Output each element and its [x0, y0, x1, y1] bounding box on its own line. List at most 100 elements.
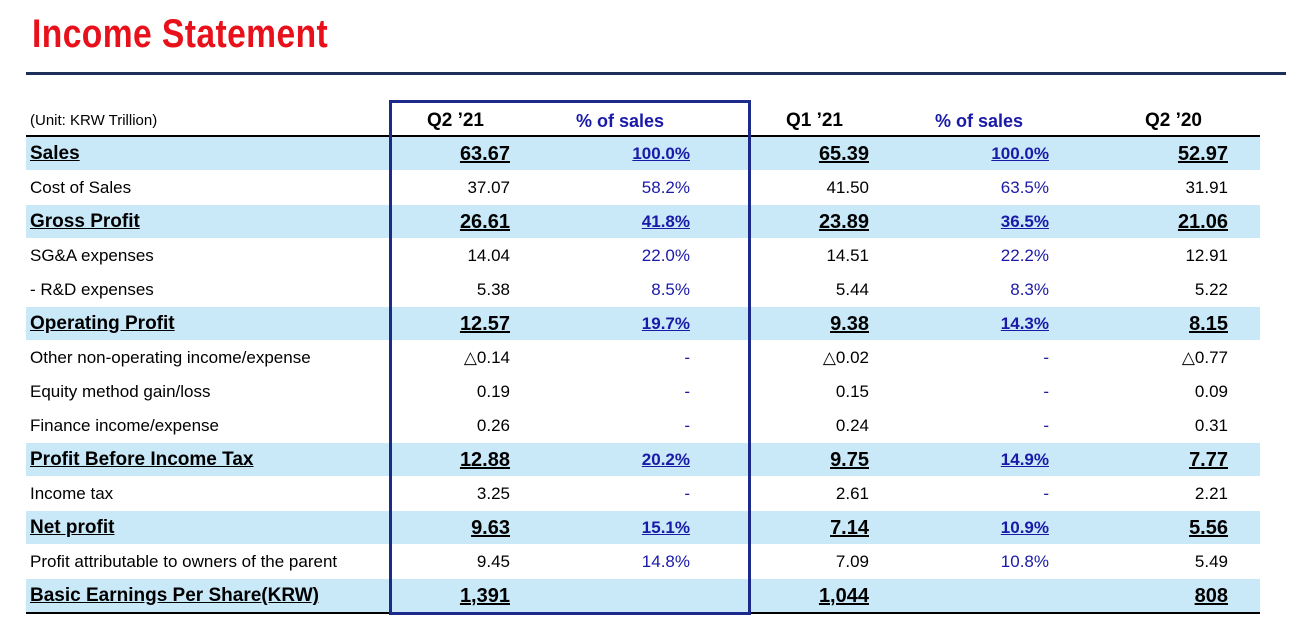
- q2-21-pct: 8.5%: [651, 280, 690, 299]
- q2-21-pct: 22.0%: [641, 246, 690, 265]
- q1-21-value: 0.15: [835, 382, 869, 401]
- q2-21-value: 0.26: [476, 416, 510, 435]
- q2-21-value: 5.38: [476, 280, 510, 299]
- q2-21-value: 3.25: [476, 484, 510, 503]
- q2-21-pct: -: [684, 382, 690, 401]
- q1-21-value: 2.61: [835, 484, 869, 503]
- q1-21-pct: -: [1043, 348, 1049, 367]
- table-row: Equity method gain/loss 0.19 - 0.15 - 0.09: [26, 375, 1260, 409]
- q1-21-pct: 63.5%: [1000, 178, 1049, 197]
- table-row: Operating Profit 12.57 19.7% 9.38 14.3% 8.15: [26, 307, 1260, 341]
- row-label: Equity method gain/loss: [30, 382, 211, 401]
- q2-21-pct: -: [684, 416, 690, 435]
- table-row: Other non-operating income/expense △0.14 -…: [26, 341, 1260, 375]
- q1-21-value: 23.89: [818, 211, 869, 233]
- q2-20-value: 7.77: [1189, 449, 1228, 471]
- q2-21-value: 12.57: [459, 313, 510, 335]
- row-label: Sales: [30, 143, 80, 164]
- title-divider: [26, 72, 1286, 75]
- table-row: Basic Earnings Per Share(KRW) 1,391 1,044 8…: [26, 579, 1260, 613]
- q1-21-pct: -: [1043, 416, 1049, 435]
- table-row: Gross Profit 26.61 41.8% 23.89 36.5% 21.06: [26, 205, 1260, 239]
- row-label: Basic Earnings Per Share(KRW): [30, 585, 319, 606]
- row-label: SG&A expenses: [30, 246, 154, 265]
- q2-21-value: 37.07: [467, 178, 510, 197]
- header-divider: [26, 135, 1260, 138]
- q2-21-value: 1,391: [459, 585, 510, 607]
- q2-21-value: 0.19: [476, 382, 510, 401]
- q2-20-value: △0.77: [1181, 348, 1228, 367]
- q2-21-value: 14.04: [467, 246, 510, 265]
- row-label: Operating Profit: [30, 313, 175, 334]
- unit-label: (Unit: KRW Trillion): [30, 112, 158, 129]
- q1-21-value: 5.44: [835, 280, 869, 299]
- table-row: - R&D expenses 5.38 8.5% 5.44 8.3% 5.22: [26, 273, 1260, 307]
- table-row: Finance income/expense 0.26 - 0.24 - 0.31: [26, 409, 1260, 443]
- row-label: Other non-operating income/expense: [30, 348, 311, 367]
- table-row: Cost of Sales 37.07 58.2% 41.50 63.5% 31.91: [26, 171, 1260, 205]
- q2-21-pct: -: [684, 484, 690, 503]
- q2-21-value: △0.14: [463, 348, 510, 367]
- q2-21-value: 12.88: [459, 449, 510, 471]
- table-row: Income tax 3.25 - 2.61 - 2.21: [26, 477, 1260, 511]
- q1-21-value: △0.02: [822, 348, 869, 367]
- q2-20-value: 21.06: [1177, 211, 1228, 233]
- q1-21-value: 7.09: [835, 552, 869, 571]
- q1-21-pct: 22.2%: [1000, 246, 1049, 265]
- q2-20-value: 2.21: [1194, 484, 1228, 503]
- q1-21-pct: 14.9%: [1000, 450, 1049, 469]
- table-row: Net profit 9.63 15.1% 7.14 10.9% 5.56: [26, 511, 1260, 545]
- q1-21-pct: 36.5%: [1000, 212, 1049, 231]
- q2-20-value: 31.91: [1185, 178, 1228, 197]
- q2-20-value: 12.91: [1185, 246, 1228, 265]
- row-label: Net profit: [30, 517, 115, 538]
- table-row: Profit attributable to owners of the par…: [26, 545, 1260, 579]
- q1-21-pct: -: [1043, 382, 1049, 401]
- q1-21-pct: 10.9%: [1000, 518, 1049, 537]
- q1-21-value: 9.75: [830, 449, 869, 471]
- q1-21-pct: 14.3%: [1000, 314, 1049, 333]
- q1-21-pct: [946, 579, 1049, 613]
- q2-21-pct: [586, 579, 690, 613]
- q1-21-value: 1,044: [818, 585, 869, 607]
- q2-21-pct: -: [684, 348, 690, 367]
- q2-21-value: 9.63: [471, 517, 510, 539]
- page-title: Income Statement: [32, 12, 329, 56]
- q2-21-pct: 20.2%: [641, 450, 690, 469]
- column-header-q2-20: Q2 ’20: [1144, 110, 1202, 131]
- q1-21-pct: -: [1043, 484, 1049, 503]
- row-label: Gross Profit: [30, 211, 140, 232]
- q2-21-value: 26.61: [459, 211, 510, 233]
- table-row: Sales 63.67 100.0% 65.39 100.0% 52.97: [26, 137, 1260, 171]
- q1-21-value: 65.39: [818, 143, 869, 165]
- row-label: Profit Before Income Tax: [30, 449, 254, 470]
- q2-21-pct: 100.0%: [632, 144, 690, 163]
- q2-21-pct: 19.7%: [641, 314, 690, 333]
- table-row: Profit Before Income Tax 12.88 20.2% 9.75 14…: [26, 443, 1260, 477]
- q2-21-value: 63.67: [459, 143, 510, 165]
- row-label: - R&D expenses: [30, 280, 154, 299]
- row-label: Cost of Sales: [30, 178, 132, 197]
- column-header-pct-q2-21: % of sales: [575, 111, 664, 131]
- q2-20-value: 808: [1194, 585, 1228, 607]
- q2-20-value: 8.15: [1189, 313, 1228, 335]
- q1-21-pct: 8.3%: [1010, 280, 1049, 299]
- column-header-pct-q1-21: % of sales: [934, 111, 1023, 131]
- q2-20-value: 52.97: [1177, 143, 1228, 165]
- row-label: Income tax: [30, 484, 114, 503]
- q1-21-value: 7.14: [830, 517, 869, 539]
- income-statement-table: Sales 63.67 100.0% 65.39 100.0% 52.97 Cost of …: [26, 137, 1260, 613]
- q2-20-value: 5.49: [1194, 552, 1228, 571]
- q1-21-value: 41.50: [826, 178, 869, 197]
- q1-21-pct: 10.8%: [1000, 552, 1049, 571]
- table-row: SG&A expenses 14.04 22.0% 14.51 22.2% 12.91: [26, 239, 1260, 273]
- q2-20-value: 0.31: [1194, 416, 1228, 435]
- q2-20-value: 5.22: [1194, 280, 1228, 299]
- q1-21-value: 14.51: [826, 246, 869, 265]
- row-label: Finance income/expense: [30, 416, 220, 435]
- q2-20-value: 5.56: [1189, 517, 1228, 539]
- q2-21-pct: 14.8%: [641, 552, 690, 571]
- column-header-q1-21: Q1 ’21: [785, 110, 843, 131]
- row-label: Profit attributable to owners of the par…: [30, 552, 338, 571]
- q2-21-value: 9.45: [476, 552, 510, 571]
